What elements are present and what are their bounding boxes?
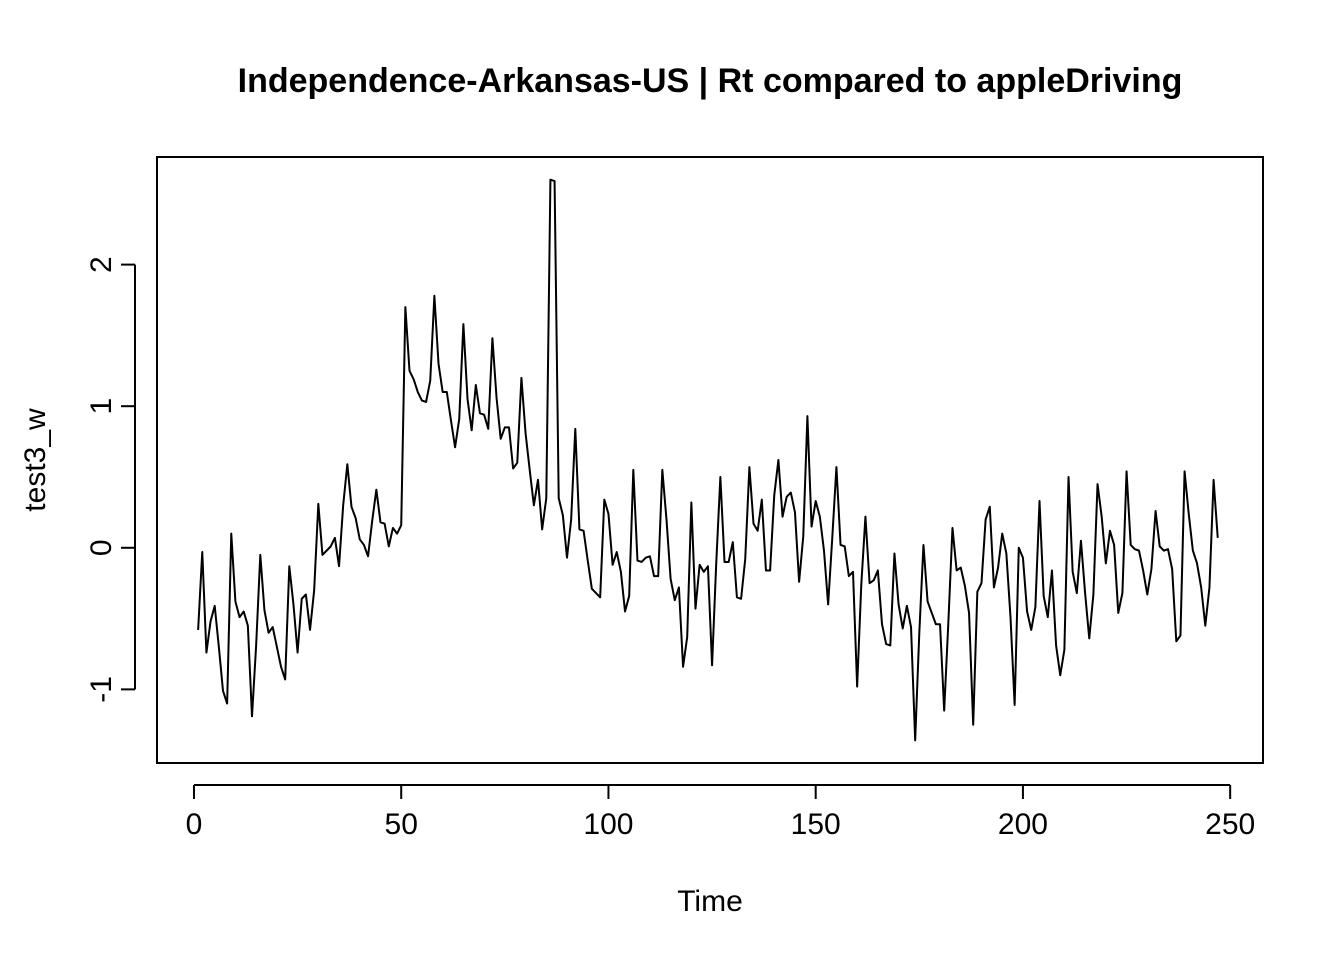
series-line xyxy=(197,178,1219,742)
y-tick-label: 1 xyxy=(85,398,118,415)
y-tick-label: 0 xyxy=(85,539,118,556)
y-tick-label: -1 xyxy=(85,676,118,703)
chart-title: Independence-Arkansas-US | Rt compared t… xyxy=(238,62,1183,100)
x-tick-label: 50 xyxy=(385,808,418,841)
x-tick-label: 0 xyxy=(186,808,203,841)
x-axis-label: Time xyxy=(677,885,743,918)
x-tick-label: 250 xyxy=(1205,808,1255,841)
y-axis: -1 0 1 2 xyxy=(85,256,136,703)
x-axis: 0 50 100 150 200 250 xyxy=(186,784,1255,841)
y-axis-label: test3_w xyxy=(19,408,52,512)
y-tick-label: 2 xyxy=(85,256,118,273)
x-tick-label: 150 xyxy=(791,808,841,841)
x-tick-label: 100 xyxy=(583,808,633,841)
series-layer xyxy=(197,178,1219,742)
x-tick-label: 200 xyxy=(998,808,1048,841)
plot-frame xyxy=(156,156,1264,764)
